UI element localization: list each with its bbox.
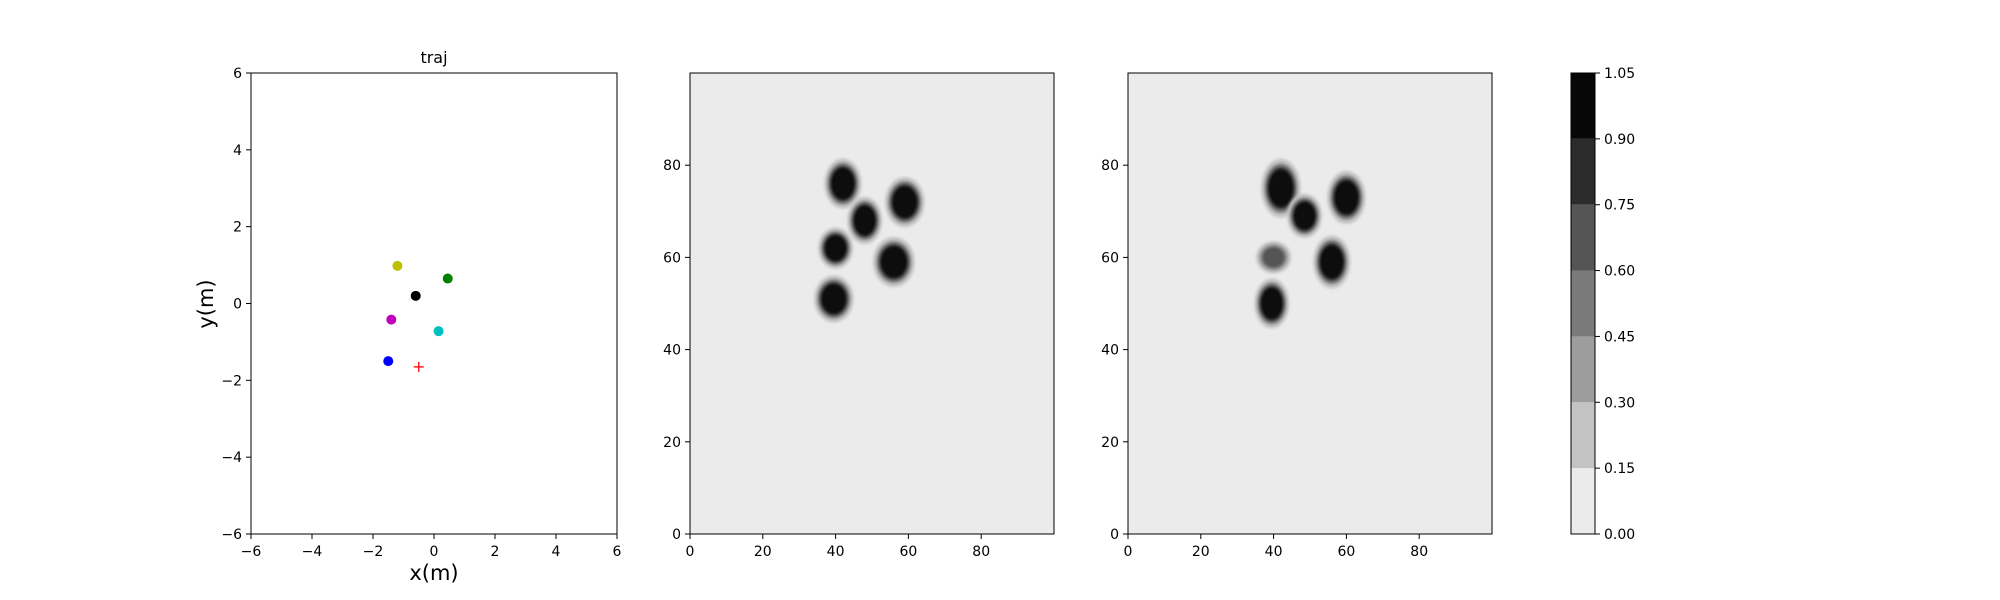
y-tick-label: 20 bbox=[663, 435, 681, 451]
data-point-marker bbox=[413, 361, 424, 372]
colorbar-tick-label: 0.15 bbox=[1604, 461, 1635, 477]
x-tick-label: 60 bbox=[1337, 544, 1355, 560]
x-tick-label: 20 bbox=[754, 544, 772, 560]
data-point bbox=[392, 260, 403, 271]
data-point bbox=[433, 326, 444, 337]
y-tick-label: 80 bbox=[663, 158, 681, 174]
colorbar-tick-label: 0.00 bbox=[1604, 527, 1635, 543]
data-point bbox=[383, 356, 394, 367]
heat-blob bbox=[872, 236, 915, 288]
y-tick-label: 60 bbox=[1101, 250, 1119, 266]
heat-blob bbox=[1256, 241, 1292, 274]
trajectory-plot: traj −6 −4 −2 0 2 4 6 −6 −4 −2 0 2 4 6 x(m) y(m) bbox=[194, 48, 622, 585]
colorbar-frame bbox=[1570, 72, 1596, 535]
plot-area bbox=[251, 73, 617, 534]
colorbar-band bbox=[1571, 468, 1595, 534]
x-tick-label: 0 bbox=[1124, 544, 1133, 560]
x-tick-label: −2 bbox=[363, 544, 384, 560]
heatmap-plot-1: 0 20 40 60 80 0 20 40 60 80 bbox=[663, 72, 1055, 560]
chart-title: traj bbox=[420, 48, 447, 67]
colorbar-tick-label: 0.45 bbox=[1604, 329, 1635, 345]
colorbar-band bbox=[1571, 204, 1595, 271]
y-tick-label: −6 bbox=[221, 527, 242, 543]
heat-blob bbox=[813, 275, 854, 323]
x-tick-label: 80 bbox=[1410, 544, 1428, 560]
data-point bbox=[442, 273, 453, 284]
heat-blob bbox=[1287, 193, 1323, 239]
heatmap-plot-2: 0 20 40 60 80 0 20 40 60 80 bbox=[1101, 72, 1493, 560]
x-axis-label: x(m) bbox=[409, 561, 458, 585]
x-tick-label: 0 bbox=[686, 544, 695, 560]
y-axis-label: y(m) bbox=[194, 279, 218, 328]
plot-frame bbox=[250, 72, 618, 535]
colorbar-tick-label: 0.90 bbox=[1604, 132, 1635, 148]
x-tick-label: 40 bbox=[1265, 544, 1283, 560]
y-tick-label: 60 bbox=[663, 250, 681, 266]
y-tick-label: 0 bbox=[1110, 527, 1119, 543]
y-tick-label: 2 bbox=[233, 220, 242, 236]
y-tick-label: 40 bbox=[663, 343, 681, 359]
y-tick-label: −4 bbox=[221, 450, 242, 466]
heatmap-background bbox=[1128, 73, 1492, 534]
colorbar: 0.00 0.15 0.30 0.45 0.60 0.75 0.90 1.05 bbox=[1570, 66, 1635, 543]
y-tick-label: 40 bbox=[1101, 343, 1119, 359]
colorbar-band bbox=[1571, 138, 1595, 205]
colorbar-tick-label: 0.75 bbox=[1604, 198, 1635, 214]
x-tick-label: 4 bbox=[552, 544, 561, 560]
x-tick-label: 0 bbox=[430, 544, 439, 560]
colorbar-tick-label: 0.60 bbox=[1604, 264, 1635, 280]
colorbar-band bbox=[1571, 73, 1595, 139]
y-tick-label: 0 bbox=[233, 297, 242, 313]
heat-blob bbox=[847, 196, 883, 245]
x-tick-label: 40 bbox=[827, 544, 845, 560]
x-tick-label: 80 bbox=[972, 544, 990, 560]
heat-blob bbox=[824, 158, 862, 209]
colorbar-tick-label: 0.30 bbox=[1604, 395, 1635, 411]
heat-blob bbox=[1327, 170, 1366, 225]
colorbar-tick-label: 1.05 bbox=[1604, 66, 1635, 82]
data-point bbox=[410, 290, 421, 301]
y-tick-label: 4 bbox=[233, 143, 242, 159]
heat-blob bbox=[1313, 235, 1351, 289]
data-point bbox=[386, 314, 397, 325]
heat-blob bbox=[1254, 278, 1290, 329]
colorbar-band bbox=[1571, 270, 1595, 337]
y-tick-label: 0 bbox=[672, 527, 681, 543]
x-tick-label: 2 bbox=[491, 544, 500, 560]
x-tick-label: 6 bbox=[613, 544, 622, 560]
heat-blob bbox=[818, 227, 854, 269]
heatmap-blobs bbox=[1254, 158, 1366, 329]
x-tick-label: −6 bbox=[241, 544, 262, 560]
y-tick-label: −2 bbox=[221, 373, 242, 389]
x-tick-label: −4 bbox=[302, 544, 323, 560]
y-tick-label: 80 bbox=[1101, 158, 1119, 174]
x-tick-label: 20 bbox=[1192, 544, 1210, 560]
x-tick-label: 60 bbox=[899, 544, 917, 560]
colorbar-band bbox=[1571, 402, 1595, 469]
y-tick-label: 6 bbox=[233, 66, 242, 82]
colorbar-band bbox=[1571, 336, 1595, 403]
heatmap-background bbox=[690, 73, 1054, 534]
plot-frame bbox=[689, 72, 1055, 535]
plot-frame bbox=[1127, 72, 1493, 535]
heat-blob bbox=[884, 177, 925, 228]
y-tick-label: 20 bbox=[1101, 435, 1119, 451]
heatmap-blobs bbox=[813, 158, 925, 323]
